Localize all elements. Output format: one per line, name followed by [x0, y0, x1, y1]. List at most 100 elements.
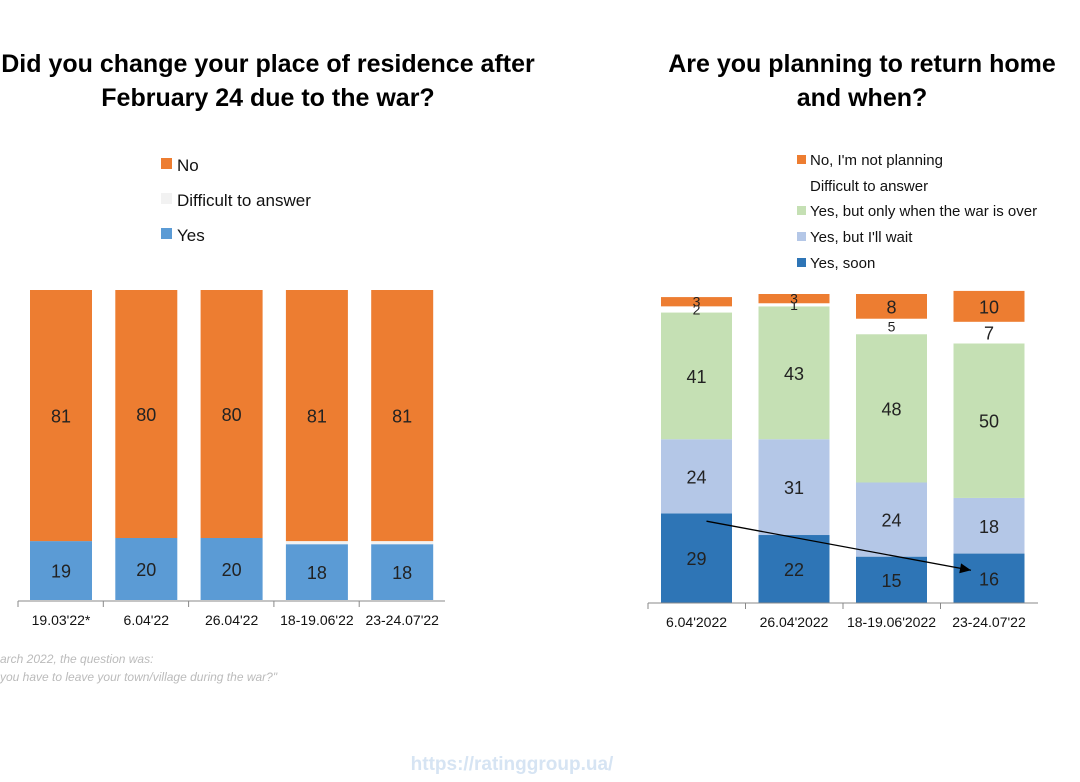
right-data-label-difficult-to-answer-3: 7 [984, 324, 994, 344]
left-bar-no-4 [371, 290, 434, 542]
right-bar-yes-but-only-when-the-war-is-over-1 [758, 306, 830, 440]
right-bar-yes-but-i-ll-wait-2 [856, 482, 927, 557]
legend-label-yes: Yes [177, 226, 205, 245]
right-data-label-yes-but-only-when-the-war-is-over-0: 41 [686, 367, 706, 387]
left-x-tick-2: 26.04'22 [205, 612, 258, 628]
chart-left: Did you change your place of residence a… [0, 50, 535, 684]
right-data-label-yes-soon-3: 16 [979, 569, 999, 589]
left-title-line-1: Did you change your place of residence a… [1, 50, 535, 78]
left-x-tick-1: 6.04'22 [124, 612, 170, 628]
trend-arrow-line [706, 520, 972, 571]
legend-swatch-yes [161, 228, 172, 239]
right-bar-difficult-to-answer-2 [856, 318, 927, 335]
footnote-line-2: you have to leave your town/village duri… [0, 670, 278, 684]
left-legend: No Difficult to answer Yes [161, 156, 311, 245]
right-data-label-difficult-to-answer-2: 5 [888, 318, 896, 334]
left-data-label-yes-4: 18 [392, 563, 412, 583]
right-bar-yes-but-only-when-the-war-is-over-2 [856, 334, 927, 483]
right-bar-yes-soon-0 [661, 513, 732, 603]
legend-swatch-wait [797, 232, 806, 241]
legend-swatch-no [161, 158, 172, 169]
left-title-line-2: February 24 due to the war? [101, 84, 434, 112]
right-bar-yes-soon-2 [856, 556, 927, 603]
left-bar-no-2 [200, 290, 263, 538]
right-data-label-difficult-to-answer-1: 1 [790, 297, 798, 313]
legend-label-difficult-right: Difficult to answer [810, 178, 928, 195]
legend-swatch-soon [797, 258, 806, 267]
right-data-label-yes-but-only-when-the-war-is-over-1: 43 [784, 364, 804, 384]
right-bar-yes-but-only-when-the-war-is-over-3 [953, 343, 1025, 498]
right-x-tick-3: 23-24.07'22 [952, 614, 1026, 630]
right-data-label-yes-but-i-ll-wait-1: 31 [784, 478, 804, 498]
left-bars: 19 81 20 80 20 80 18 81 18 81 [30, 290, 434, 600]
legend-label-after-war: Yes, but only when the war is over [810, 203, 1037, 220]
right-data-label-yes-but-i-ll-wait-2: 24 [881, 511, 901, 531]
legend-swatch-difficult [161, 193, 172, 204]
left-bar-no-1 [115, 290, 178, 538]
left-data-label-no-1: 80 [136, 405, 156, 425]
right-data-label-yes-soon-2: 15 [881, 571, 901, 591]
right-data-label-difficult-to-answer-0: 2 [693, 301, 701, 317]
legend-label-soon: Yes, soon [810, 255, 875, 272]
legend-swatch-difficult-right [797, 181, 806, 190]
left-data-label-yes-2: 20 [222, 560, 242, 580]
left-data-label-no-0: 81 [51, 407, 71, 427]
right-bar-no-i-m-not-planning-1 [758, 294, 830, 304]
left-x-tick-3: 18-19.06'22 [280, 612, 354, 628]
right-data-label-yes-but-i-ll-wait-3: 18 [979, 517, 999, 537]
left-x-tick-0: 19.03'22* [32, 612, 91, 628]
right-data-label-yes-but-i-ll-wait-0: 24 [686, 467, 706, 487]
right-bar-yes-but-i-ll-wait-0 [661, 439, 732, 514]
left-bar-difficult-to-answer-4 [371, 541, 434, 545]
legend-label-not-planning: No, I'm not planning [810, 152, 943, 169]
right-bar-no-i-m-not-planning-3 [953, 290, 1025, 322]
right-title-line-2: and when? [797, 84, 928, 112]
legend-swatch-not-planning [797, 155, 806, 164]
right-data-label-no-i-m-not-planning-2: 8 [886, 297, 896, 317]
right-data-label-yes-soon-0: 29 [686, 549, 706, 569]
right-bar-difficult-to-answer-0 [661, 306, 732, 313]
right-bar-yes-soon-3 [953, 553, 1025, 603]
left-bar-yes-3 [285, 544, 348, 600]
right-bar-yes-but-only-when-the-war-is-over-0 [661, 312, 732, 440]
left-bar-no-3 [285, 290, 348, 542]
left-data-label-no-4: 81 [392, 407, 412, 427]
right-bar-yes-but-i-ll-wait-1 [758, 439, 830, 536]
left-data-label-no-3: 81 [307, 407, 327, 427]
left-ticks: 19.03'22* 6.04'22 26.04'22 18-19.06'22 23-24… [17, 601, 439, 628]
right-data-label-yes-but-only-when-the-war-is-over-2: 48 [881, 399, 901, 419]
left-data-label-yes-1: 20 [136, 560, 156, 580]
right-legend: No, I'm not planning Difficult to answer… [797, 152, 1037, 272]
left-bar-difficult-to-answer-3 [285, 541, 348, 545]
right-data-label-no-i-m-not-planning-0: 3 [693, 294, 701, 310]
footnote-line-1: arch 2022, the question was: [0, 652, 153, 666]
right-bar-no-i-m-not-planning-0 [661, 297, 732, 307]
left-x-tick-4: 23-24.07'22 [365, 612, 439, 628]
left-data-label-yes-3: 18 [307, 563, 327, 583]
left-bar-no-0 [30, 290, 92, 542]
chart-right: Are you planning to return home and when… [647, 50, 1056, 630]
right-data-label-no-i-m-not-planning-3: 10 [979, 297, 999, 317]
right-data-label-yes-but-only-when-the-war-is-over-3: 50 [979, 412, 999, 432]
legend-label-wait: Yes, but I'll wait [810, 229, 913, 246]
right-bar-difficult-to-answer-3 [953, 321, 1025, 344]
trend-arrow-head [959, 563, 971, 574]
right-ticks: 6.04'2022 26.04'2022 18-19.06'2022 23-24.07… [647, 603, 1026, 630]
left-bar-yes-1 [115, 538, 178, 600]
left-bar-yes-4 [371, 544, 434, 600]
right-bar-yes-soon-1 [758, 535, 830, 603]
source-url[interactable]: https://ratinggroup.ua/ [411, 754, 614, 775]
right-data-label-yes-soon-1: 22 [784, 560, 804, 580]
right-x-tick-2: 18-19.06'2022 [847, 614, 936, 630]
legend-swatch-after-war [797, 206, 806, 215]
left-data-label-yes-0: 19 [51, 562, 71, 582]
trend-arrow [706, 520, 972, 574]
right-bar-difficult-to-answer-1 [758, 303, 830, 307]
right-data-label-no-i-m-not-planning-1: 3 [790, 291, 798, 307]
right-x-tick-0: 6.04'2022 [666, 614, 727, 630]
right-bar-no-i-m-not-planning-2 [856, 294, 927, 319]
right-title-line-1: Are you planning to return home [668, 50, 1056, 78]
legend-label-difficult: Difficult to answer [177, 191, 311, 210]
